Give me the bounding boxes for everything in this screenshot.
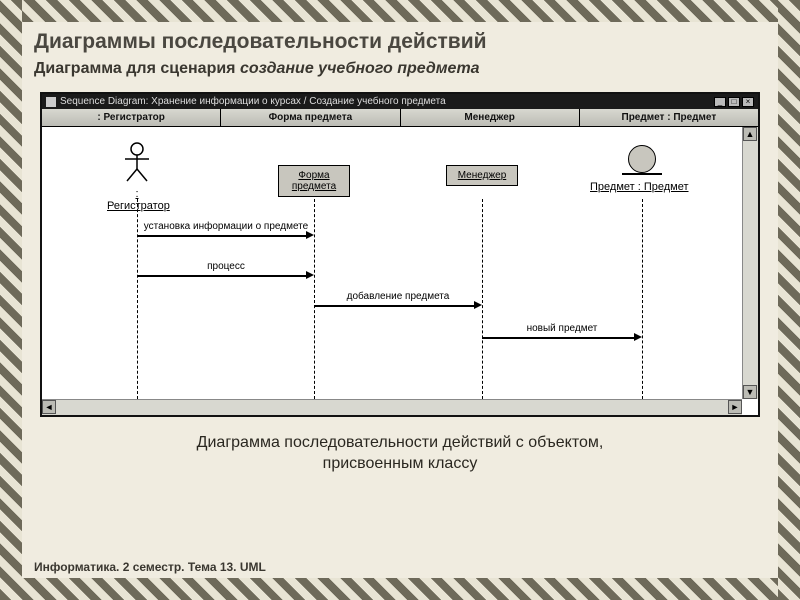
slide-footer: Информатика. 2 семестр. Тема 13. UML	[34, 560, 266, 574]
msg1-line	[137, 235, 310, 237]
tab-form[interactable]: Форма предмета	[221, 109, 400, 126]
tab-registrar[interactable]: : Регистратор	[42, 109, 221, 126]
minimize-button[interactable]: _	[714, 97, 726, 107]
caption-line2: присвоенным классу	[323, 455, 478, 472]
sequence-canvas: : Регистратор Форма предмета Менеджер Пр…	[42, 127, 758, 415]
subtitle-lead: Диаграмма для сценария	[34, 60, 240, 77]
msg1-arrow	[306, 231, 314, 239]
msg4-line	[482, 337, 638, 339]
lifeline-header-tabs: : Регистратор Форма предмета Менеджер Пр…	[42, 109, 758, 127]
entity-baseline	[622, 173, 662, 175]
actor-label: : Регистратор	[107, 188, 167, 212]
stick-figure-icon	[107, 141, 167, 183]
msg2-label: процесс	[142, 261, 310, 272]
actor-registrar: : Регистратор	[107, 141, 167, 212]
slide-content: Диаграммы последовательности действий Ди…	[22, 22, 778, 578]
object-manager-label: Менеджер	[458, 170, 507, 181]
tab-manager[interactable]: Менеджер	[401, 109, 580, 126]
slide-caption: Диаграмма последовательности действий с …	[34, 433, 766, 475]
caption-line1: Диаграмма последовательности действий с …	[197, 434, 604, 451]
object-form-label: Форма предмета	[292, 170, 336, 192]
window-title: Sequence Diagram: Хранение информации о …	[60, 96, 446, 107]
scroll-up-icon[interactable]: ▲	[743, 127, 757, 141]
scrollbar-horizontal[interactable]: ◄ ►	[42, 399, 742, 415]
msg3-arrow	[474, 301, 482, 309]
scroll-right-icon[interactable]: ►	[728, 400, 742, 414]
scrollbar-vertical[interactable]: ▲ ▼	[742, 127, 758, 399]
msg3-label: добавление предмета	[318, 291, 478, 302]
object-manager: Менеджер	[446, 165, 518, 186]
msg2-arrow	[306, 271, 314, 279]
window-icon	[46, 97, 56, 107]
lifeline-registrar	[137, 199, 138, 399]
msg4-label: новый предмет	[486, 323, 638, 334]
window-titlebar: Sequence Diagram: Хранение информации о …	[42, 94, 758, 109]
entity-subject-label: Предмет : Предмет	[590, 181, 689, 193]
close-button[interactable]: ×	[742, 97, 754, 107]
msg1-label: установка информации о предмете	[142, 221, 310, 232]
lifeline-subject	[642, 199, 643, 399]
slide-title: Диаграммы последовательности действий	[34, 30, 766, 54]
sequence-window: Sequence Diagram: Хранение информации о …	[40, 92, 760, 417]
lifeline-form	[314, 199, 315, 399]
msg2-line	[137, 275, 310, 277]
slide-subtitle: Диаграмма для сценария создание учебного…	[34, 60, 766, 78]
scroll-left-icon[interactable]: ◄	[42, 400, 56, 414]
msg3-line	[314, 305, 478, 307]
maximize-button[interactable]: □	[728, 97, 740, 107]
msg4-arrow	[634, 333, 642, 341]
lifeline-manager	[482, 199, 483, 399]
subtitle-scenario: создание учебного предмета	[240, 60, 480, 77]
entity-circle-icon	[628, 145, 656, 173]
tab-subject[interactable]: Предмет : Предмет	[580, 109, 758, 126]
scroll-down-icon[interactable]: ▼	[743, 385, 757, 399]
object-form: Форма предмета	[278, 165, 350, 197]
